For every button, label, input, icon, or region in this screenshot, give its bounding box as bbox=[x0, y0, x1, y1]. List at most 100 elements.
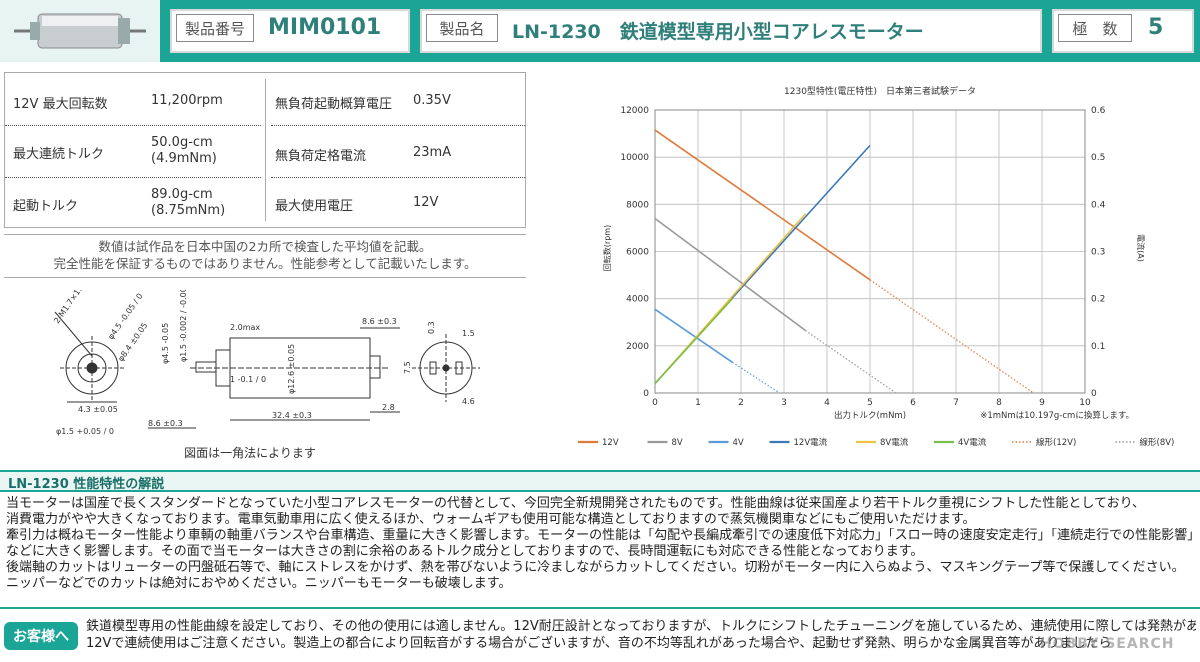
dim-label: 2.8 bbox=[382, 403, 395, 412]
spec-sub-value: (4.9mNm) bbox=[151, 151, 217, 166]
notice-line: 12Vで連続使用はご注意ください。製造上の都合により回転音がする場合がございます… bbox=[86, 636, 1112, 651]
x-tick-label: 1 bbox=[695, 398, 701, 408]
product-number-value: MIM0101 bbox=[268, 15, 382, 40]
section-title: LN-1230 性能特性の解説 bbox=[8, 477, 165, 492]
body-line: 牽引力は概ねモーター性能より車輌の軸重バランスや台車構造、重量に大きく影響します… bbox=[6, 528, 1194, 543]
product-number-box bbox=[170, 9, 410, 53]
series-line bbox=[869, 279, 1034, 394]
spec-label: 最大使用電圧 bbox=[275, 199, 354, 214]
spec-label: 12V 最大回転数 bbox=[13, 97, 108, 112]
body-line: ニッパーなどでのカットは絶対におやめください。ニッパーもモーターも破壊します。 bbox=[6, 576, 512, 591]
y-tick-label: 0 bbox=[643, 389, 649, 399]
y2-tick-label: 0 bbox=[1091, 389, 1097, 399]
chart-series bbox=[654, 129, 1034, 394]
motor-image bbox=[14, 13, 146, 49]
dim-label: φ1.5 -0.002 / -0.008 bbox=[179, 290, 188, 362]
customer-notice-label: お客様へ bbox=[4, 622, 78, 650]
x-tick-label: 3 bbox=[781, 398, 787, 408]
x-axis-ticks: 0 1 2 3 4 5 6 7 8 9 10 bbox=[652, 398, 1091, 408]
spec-value: 23mA bbox=[413, 145, 452, 160]
y-tick-label: 6000 bbox=[626, 248, 649, 258]
spec-value: 12V bbox=[413, 195, 439, 210]
y-tick-label: 8000 bbox=[626, 200, 649, 210]
dim-label: 0.3 bbox=[427, 321, 436, 334]
y2-axis-label: 電流(A) bbox=[1136, 234, 1146, 262]
series-line bbox=[654, 129, 871, 281]
x-tick-label: 9 bbox=[1039, 398, 1045, 408]
dim-label: 1.5 bbox=[462, 329, 475, 338]
x-tick-label: 10 bbox=[1079, 398, 1091, 408]
product-number-label: 製品番号 bbox=[176, 14, 254, 42]
y2-tick-label: 0.6 bbox=[1091, 106, 1106, 116]
performance-chart: 1230型特性(電圧特性) 日本第三者試験データ 020004000600080… bbox=[578, 85, 1175, 448]
chart-title: 1230型特性(電圧特性) 日本第三者試験データ bbox=[784, 85, 976, 97]
product-name-label: 製品名 bbox=[426, 14, 498, 42]
legend-label: 8V電流 bbox=[880, 437, 909, 448]
y-tick-label: 10000 bbox=[620, 153, 649, 163]
watermark: HOBBY SEARCH bbox=[1040, 636, 1175, 652]
spec-value: 11,200rpm bbox=[151, 93, 223, 108]
y-axis-label: 回転数(rpm) bbox=[602, 225, 612, 271]
spec-column-divider bbox=[265, 79, 266, 221]
dim-label: 7.5 bbox=[403, 361, 412, 374]
x-tick-label: 0 bbox=[652, 398, 658, 408]
y2-tick-label: 0.4 bbox=[1091, 200, 1106, 210]
y2-tick-label: 0.5 bbox=[1091, 153, 1105, 163]
spec-table: 12V 最大回転数 11,200rpm 最大連続トルク 50.0g-cm (4.… bbox=[4, 72, 526, 228]
series-line bbox=[654, 217, 806, 332]
motor-photo bbox=[0, 0, 160, 62]
legend-label: 12V bbox=[602, 438, 619, 448]
x-axis-label: 出力トルク(mNm) bbox=[834, 410, 906, 421]
product-name-value: LN-1230 鉄道模型専用小型コアレスモーター bbox=[512, 21, 924, 43]
motor-drawing: 2-M1.7×1.5 φ4.5 -0.05 / 0 φ8.4 ±0.05 4.3… bbox=[52, 290, 480, 436]
customer-notice-bar bbox=[0, 607, 1200, 662]
section-body: 当モーターは国産で長くスタンダードとなっていた小型コアレスモーターの代替として、… bbox=[6, 496, 1194, 592]
spec-divider bbox=[5, 177, 261, 178]
spec-label: 無負荷定格電流 bbox=[275, 149, 367, 164]
spec-divider bbox=[271, 177, 525, 178]
dim-label: 8.6 ±0.3 bbox=[362, 317, 397, 326]
legend-label: 4V bbox=[733, 438, 744, 448]
body-line: 当モーターは国産で長くスタンダードとなっていた小型コアレスモーターの代替として、… bbox=[6, 496, 1146, 511]
spec-value: 89.0g-cm bbox=[151, 187, 213, 202]
y2-tick-label: 0.1 bbox=[1091, 342, 1105, 352]
legend-label: 4V電流 bbox=[958, 437, 987, 448]
spec-divider bbox=[5, 125, 261, 126]
y2-axis-ticks: 0 0.1 0.2 0.3 0.4 0.5 0.6 bbox=[1091, 106, 1106, 399]
spec-label: 起動トルク bbox=[13, 199, 79, 214]
poles-value: 5 bbox=[1148, 15, 1164, 40]
dim-label: 1 -0.1 / 0 bbox=[230, 375, 266, 384]
x-tick-label: 8 bbox=[996, 398, 1002, 408]
poles-label: 極 数 bbox=[1058, 14, 1132, 42]
spec-note-line: 完全性能を保証するものではありません。性能参考として記載いたします。 bbox=[53, 256, 477, 271]
x-tick-label: 2 bbox=[738, 398, 744, 408]
dim-label: 2.0max bbox=[230, 323, 260, 332]
series-line bbox=[654, 308, 733, 364]
legend-label: 線形(8V) bbox=[1140, 437, 1175, 448]
rear-view bbox=[412, 334, 480, 402]
dim-label: 32.4 ±0.3 bbox=[272, 411, 312, 420]
side-view bbox=[148, 327, 400, 429]
x-tick-label: 5 bbox=[867, 398, 873, 408]
spec-value: 50.0g-cm bbox=[151, 135, 213, 150]
body-line: 後端軸のカットはリューターの円盤砥石等で、軸にストレスをかけず、熱を帯びないよう… bbox=[6, 560, 1185, 575]
x-tick-label: 4 bbox=[824, 398, 830, 408]
y-tick-label: 2000 bbox=[626, 342, 649, 352]
y-tick-label: 4000 bbox=[626, 295, 649, 305]
spec-label: 無負荷起動概算電圧 bbox=[275, 97, 393, 112]
dim-label: 4.3 ±0.05 bbox=[78, 405, 118, 414]
spec-note: 数値は試作品を日本中国の2カ所で検査した平均値を記載。 完全性能を保証するもので… bbox=[4, 238, 526, 272]
dim-label: φ4.5 -0.05 bbox=[161, 323, 170, 364]
spec-label: 最大連続トルク bbox=[13, 147, 105, 162]
chart-footnote: ※1mNmは10.197g-cmに換算します。 bbox=[980, 410, 1134, 421]
x-tick-label: 6 bbox=[910, 398, 916, 408]
dim-label: 8.6 ±0.3 bbox=[148, 419, 183, 428]
section-heading-bar bbox=[0, 470, 1200, 492]
x-tick-label: 7 bbox=[953, 398, 959, 408]
body-line: などに大きく影響します。その面で当モーターは大きさの割に余裕のあるトルク成分とし… bbox=[6, 544, 924, 559]
dimension-labels: 2-M1.7×1.5 φ4.5 -0.05 / 0 φ8.4 ±0.05 4.3… bbox=[52, 290, 474, 436]
dim-label: φ1.5 +0.05 / 0 bbox=[56, 427, 114, 436]
chart-grid bbox=[654, 109, 1086, 394]
series-line bbox=[654, 298, 733, 385]
